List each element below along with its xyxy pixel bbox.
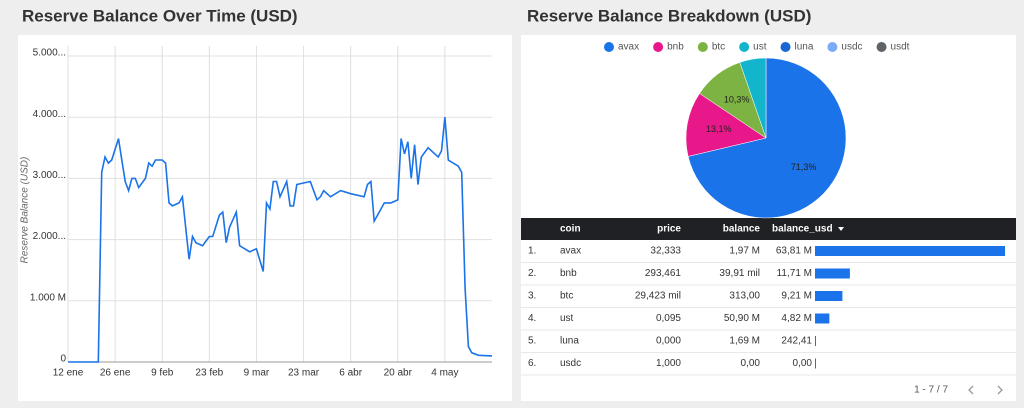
legend-swatch	[697, 42, 708, 52]
y-tick-label: 5.000...	[33, 48, 66, 59]
cell: 11,71 M	[777, 268, 812, 279]
cell: 242,41	[781, 336, 812, 347]
x-tick-label: 6 abr	[339, 368, 362, 379]
cell: 63,81 M	[776, 246, 812, 257]
row-index: 2.	[528, 268, 536, 279]
cell: luna	[560, 336, 579, 347]
cell: 32,333	[650, 246, 681, 257]
y-tick-label: 0	[60, 354, 66, 365]
cell: 1,000	[656, 358, 681, 369]
x-tick-label: 26 ene	[100, 368, 131, 379]
table-bar	[815, 358, 816, 369]
table-bar	[815, 268, 850, 279]
table-header	[521, 218, 1016, 240]
cell: ust	[560, 313, 574, 324]
cell: 0,00	[741, 358, 761, 369]
row-index: 5.	[528, 336, 536, 347]
legend-label: luna	[795, 42, 814, 53]
cell: 0,095	[656, 313, 681, 324]
slice-label: 10,3%	[724, 94, 750, 104]
y-tick-label: 4.000...	[33, 109, 66, 120]
cell: 293,461	[645, 268, 682, 279]
legend-swatch	[876, 42, 887, 52]
cell: 39,91 mil	[719, 268, 760, 279]
cell: 29,423 mil	[635, 291, 681, 302]
legend-swatch	[604, 42, 614, 52]
table-bar	[815, 313, 830, 324]
pie-title: Reserve Balance Breakdown (USD)	[527, 6, 811, 25]
cell: 313,00	[729, 291, 760, 302]
legend-label: usdc	[841, 42, 862, 53]
legend-swatch	[780, 42, 791, 52]
row-index: 3.	[528, 291, 536, 302]
cell: 0,00	[793, 358, 813, 369]
row-index: 1.	[528, 246, 536, 257]
y-axis-label: Reserve Balance (USD)	[20, 157, 31, 264]
legend-label: usdt	[891, 42, 910, 53]
table-bar	[815, 246, 1005, 256]
col-header: balance_usd	[772, 224, 833, 235]
next-page[interactable]	[997, 385, 1003, 395]
cell: 1,69 M	[729, 336, 760, 347]
x-tick-label: 12 ene	[53, 368, 84, 379]
cell: bnb	[560, 268, 577, 279]
cell: 4,82 M	[781, 313, 812, 324]
x-tick-label: 23 feb	[195, 368, 223, 379]
cell: btc	[560, 291, 573, 302]
sort-arrow[interactable]	[838, 227, 844, 231]
x-tick-label: 4 may	[431, 368, 458, 379]
legend-swatch	[739, 42, 750, 52]
pagination: 1 - 7 / 7	[914, 385, 948, 396]
table-bar	[815, 291, 843, 301]
prev-page[interactable]	[968, 385, 974, 395]
line-title: Reserve Balance Over Time (USD)	[22, 6, 298, 25]
col-header: balance	[723, 224, 761, 235]
col-header: price	[657, 224, 681, 235]
legend-swatch	[827, 42, 838, 52]
legend-label: avax	[618, 42, 639, 53]
line-series	[68, 117, 493, 363]
legend-label: btc	[712, 42, 725, 53]
x-tick-label: 9 feb	[151, 368, 174, 379]
col-header: coin	[560, 224, 581, 235]
table-bar	[815, 336, 816, 346]
pie-slice	[685, 93, 767, 157]
legend-label: ust	[753, 42, 767, 53]
cell: 1,97 M	[729, 246, 760, 257]
legend-label: bnb	[667, 42, 684, 53]
cell: 50,90 M	[724, 313, 760, 324]
y-tick-label: 1.000 M	[30, 292, 66, 303]
cell: avax	[560, 246, 581, 257]
cell: usdc	[560, 358, 581, 369]
x-tick-label: 20 abr	[384, 368, 413, 379]
cell: 9,21 M	[781, 291, 812, 302]
cell: 0,000	[656, 336, 681, 347]
legend-swatch	[653, 42, 664, 52]
y-tick-label: 2.000...	[33, 231, 66, 242]
x-tick-label: 9 mar	[244, 368, 270, 379]
row-index: 4.	[528, 313, 536, 324]
slice-label: 71,3%	[791, 162, 817, 172]
slice-label: 13,1%	[706, 124, 732, 134]
row-index: 6.	[528, 358, 536, 369]
y-tick-label: 3.000...	[33, 170, 66, 181]
pie-slice	[687, 57, 847, 219]
x-tick-label: 23 mar	[288, 368, 320, 379]
pie-slice	[739, 57, 767, 139]
